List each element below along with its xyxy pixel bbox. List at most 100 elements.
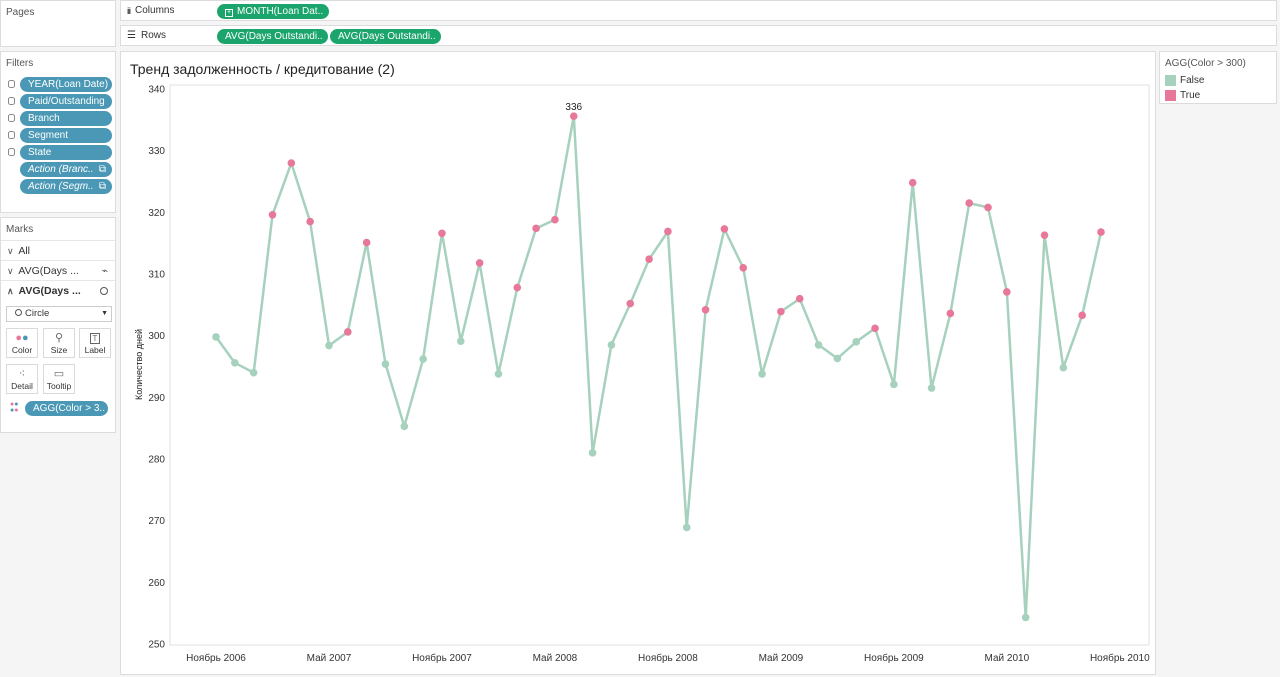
data-point [720,225,729,233]
data-point [419,355,427,363]
legend-swatch-false [1165,75,1176,86]
y-tick-label: 320 [148,208,165,219]
data-point [682,523,691,532]
data-point [701,305,710,314]
data-point [306,217,314,226]
filter-action-segment[interactable]: Action (Segm.. ⧉ [20,179,112,194]
series-line [214,114,1103,619]
data-point [249,368,258,377]
filter-action-branch[interactable]: Action (Branc.. ⧉ [20,162,112,177]
filter-state[interactable]: State [20,145,112,160]
label-button[interactable]: T Label [79,328,111,358]
filter-year-loan-date[interactable]: YEAR(Loan Date) [20,77,112,92]
columns-icon: iii [127,5,131,16]
database-icon [8,114,15,122]
database-icon [8,131,15,139]
label-t-icon: T [80,332,110,345]
data-point [231,359,239,367]
data-point [946,309,955,318]
marks-layer-line[interactable]: ∨ AVG(Days ... ⌁ [1,260,115,280]
filter-segment[interactable]: Segment [20,128,112,143]
legend-panel: AGG(Color > 300) False True [1159,51,1277,104]
data-point [908,178,917,187]
data-point [551,215,559,224]
link-icon: ⧉ [98,181,106,192]
data-point [607,341,616,349]
data-point [344,328,352,336]
data-point [381,360,390,368]
mark-type-select[interactable]: Circle ▼ [6,306,112,322]
data-point [362,238,371,247]
data-point [212,333,220,341]
marks-layer-circle[interactable]: ∧ AVG(Days ... [1,280,115,300]
filters-title: Filters [6,58,34,69]
data-point [664,227,672,236]
color-button[interactable]: ●● Color [6,328,38,358]
y-tick-label: 330 [148,146,165,157]
chevron-down-icon: ∨ [7,246,14,256]
data-point [268,211,277,219]
data-point [645,255,653,263]
chevron-down-icon: ∨ [7,266,14,276]
y-tick-label: 260 [148,578,165,589]
filters-panel: Filters YEAR(Loan Date) Paid/Outstanding… [0,51,116,213]
data-point [833,354,842,363]
data-point [1021,613,1030,622]
data-point [513,283,522,292]
tooltip-icon: ▭ [53,368,65,380]
x-tick-label: Май 2010 [985,653,1030,664]
rows-shelf-label: ☰ Rows [127,30,166,41]
viz-panel: Тренд задолженность / кредитование (2) 2… [120,51,1156,675]
data-point [871,324,879,333]
rows-pill-2[interactable]: AVG(Days Outstandi.. [330,29,441,44]
line-mark-icon: ⌁ [101,265,108,277]
data-point [984,203,992,212]
filter-branch[interactable]: Branch [20,111,112,126]
chart-title: Тренд задолженность / кредитование (2) [130,61,395,77]
marks-title: Marks [6,224,34,235]
color-field-icon: ●● ●● [10,401,19,414]
data-point [1040,231,1049,239]
max-data-label: 336 [565,102,582,113]
legend-item-false[interactable]: False [1165,75,1204,86]
data-point [965,199,973,207]
detail-icon: ⁖ [18,368,26,380]
filter-paid-outstanding[interactable]: Paid/Outstanding [20,94,112,109]
data-point [1078,311,1086,320]
columns-shelf[interactable]: iii Columns + MONTH(Loan Dat.. [120,0,1277,21]
rows-pill-1[interactable]: AVG(Days Outstandi.. [217,29,328,44]
link-icon: ⧉ [98,164,106,175]
x-tick-label: Ноябрь 2010 [1090,652,1150,664]
data-point [626,299,635,308]
y-tick-label: 300 [148,331,165,342]
legend-item-true[interactable]: True [1165,90,1200,101]
marks-all[interactable]: ∨ All [1,240,115,260]
plot-area [169,84,1150,646]
data-point [494,370,503,378]
detail-button[interactable]: ⁖ Detail [6,364,38,394]
circle-mark-icon [100,287,108,295]
y-tick-label: 270 [148,516,165,527]
columns-shelf-label: iii Columns [127,5,175,16]
legend-swatch-true [1165,90,1176,101]
tooltip-button[interactable]: ▭ Tooltip [43,364,75,394]
data-point [456,337,465,346]
x-tick-label: Май 2009 [759,653,804,664]
rows-shelf[interactable]: ☰ Rows AVG(Days Outstandi.. AVG(Days Out… [120,25,1277,46]
x-tick-label: Ноябрь 2007 [412,652,472,664]
y-axis-label: Количество дней [134,329,144,400]
chevron-up-icon: ∧ [7,286,14,296]
color-field-pill[interactable]: AGG(Color > 3.. [25,401,108,416]
dropdown-arrow-icon: ▼ [101,310,108,317]
database-icon [8,148,15,156]
data-point [588,449,597,457]
data-point [927,384,936,392]
x-tick-label: Май 2008 [533,653,578,664]
line-chart: 250 260 270 280 290 300 310 320 330 340 Количество… [134,84,1150,664]
expand-plus-icon: + [225,9,233,17]
columns-pill-month[interactable]: + MONTH(Loan Dat.. [217,4,329,19]
legend-title: AGG(Color > 300) [1165,58,1246,69]
y-tick-label: 280 [148,455,165,466]
size-button[interactable]: ⚲ Size [43,328,75,358]
x-tick-label: Ноябрь 2009 [864,652,924,664]
